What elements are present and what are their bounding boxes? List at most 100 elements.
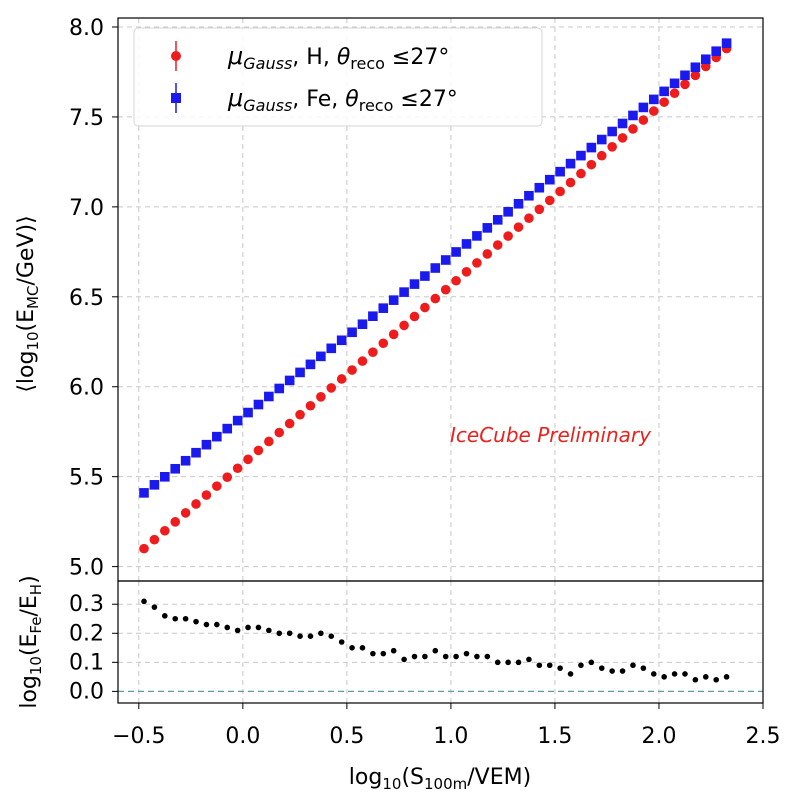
- residual-point-16: [307, 633, 314, 639]
- point-fe-34: [492, 215, 503, 225]
- residual-point-46: [619, 668, 626, 674]
- point-h-43: [586, 159, 597, 170]
- main-y-tick-label-4: 7.0: [69, 196, 104, 221]
- residual-y-tick-label-1: 0.1: [69, 650, 104, 675]
- point-h-37: [524, 213, 534, 224]
- point-h-39: [544, 195, 555, 206]
- point-fe-35: [503, 207, 513, 217]
- point-fe-53: [690, 62, 701, 73]
- point-h-35: [503, 231, 513, 241]
- residual-point-8: [224, 624, 231, 631]
- residual-point-17: [318, 630, 324, 637]
- main-y-tick-label-3: 6.5: [69, 286, 104, 311]
- point-h-27: [420, 302, 430, 313]
- point-h-33: [482, 249, 493, 259]
- residual-point-26: [411, 653, 418, 660]
- residual-point-13: [276, 630, 283, 637]
- point-fe-5: [191, 447, 201, 458]
- x-axis-label: log10(S100m/VEM): [349, 765, 531, 793]
- residual-point-44: [598, 665, 605, 671]
- point-h-7: [212, 481, 222, 491]
- residual-panel: 0.0 0.1 0.2 0.3 −0.5 0.0 0.5 1.0 1.5 2.0 2.5 log1…: [17, 575, 781, 793]
- point-fe-15: [295, 367, 305, 378]
- point-h-20: [347, 365, 357, 375]
- point-h-10: [243, 454, 253, 465]
- point-fe-33: [482, 223, 493, 233]
- point-fe-0: [139, 488, 149, 498]
- point-fe-16: [305, 359, 316, 370]
- residual-point-9: [234, 627, 241, 634]
- residual-point-33: [484, 653, 491, 660]
- residual-point-30: [453, 653, 459, 660]
- point-fe-49: [648, 94, 659, 105]
- point-fe-2: [160, 472, 170, 482]
- point-h-49: [648, 106, 659, 116]
- point-fe-40: [555, 166, 565, 177]
- point-fe-29: [440, 255, 451, 265]
- point-h-17: [316, 392, 326, 402]
- main-y-tick-label-0: 5.0: [69, 556, 104, 581]
- point-h-48: [638, 115, 649, 125]
- residual-point-15: [297, 633, 303, 639]
- point-h-30: [451, 275, 461, 286]
- point-fe-45: [607, 126, 617, 137]
- point-h-46: [617, 133, 628, 143]
- main-panel: 5.0 5.5 6.0 6.5 7.0 7.5 8.0 IceCube Preliminar…: [14, 16, 763, 581]
- residual-point-49: [650, 671, 657, 677]
- residual-point-35: [505, 659, 511, 666]
- point-fe-51: [669, 78, 680, 89]
- x-tick-label-0: −0.5: [112, 724, 165, 749]
- residual-point-54: [702, 674, 709, 680]
- legend-label-fe: μGauss, Fe, θreco ≤27°: [227, 84, 458, 115]
- point-h-15: [295, 409, 305, 420]
- residual-point-24: [390, 647, 397, 654]
- residual-point-18: [328, 633, 335, 639]
- residual-point-51: [671, 671, 678, 677]
- point-h-14: [284, 418, 295, 429]
- point-fe-42: [576, 150, 586, 161]
- residual-point-34: [494, 659, 501, 666]
- point-fe-26: [409, 279, 420, 289]
- main-points: [139, 38, 732, 554]
- point-h-6: [201, 490, 212, 500]
- point-h-21: [357, 356, 368, 366]
- point-h-34: [492, 240, 503, 250]
- point-h-8: [222, 472, 233, 482]
- residual-frame: [117, 580, 764, 704]
- point-h-53: [690, 70, 701, 81]
- residual-point-53: [692, 676, 699, 683]
- point-h-26: [409, 311, 420, 322]
- residual-point-20: [349, 645, 355, 651]
- residual-point-43: [588, 659, 595, 666]
- residual-point-40: [557, 665, 563, 671]
- point-h-41: [565, 177, 576, 188]
- point-h-32: [472, 258, 482, 268]
- point-h-42: [576, 168, 586, 179]
- point-h-2: [160, 525, 170, 536]
- residual-point-32: [474, 653, 480, 660]
- point-fe-6: [201, 439, 212, 450]
- point-h-19: [336, 374, 347, 384]
- point-fe-19: [336, 335, 347, 346]
- point-h-36: [513, 222, 524, 232]
- residual-point-14: [286, 630, 293, 637]
- point-h-4: [180, 508, 191, 518]
- residual-point-27: [422, 653, 428, 660]
- point-h-23: [378, 338, 389, 349]
- x-ticks: −0.5 0.0 0.5 1.0 1.5 2.0 2.5: [112, 703, 781, 749]
- residual-y-axis-label: log10(EFe/EH): [17, 575, 45, 708]
- point-fe-48: [638, 102, 649, 113]
- main-y-axis-label: ⟨log10(EMC/GeV)⟩: [14, 215, 42, 392]
- point-h-9: [232, 463, 243, 474]
- point-fe-44: [596, 134, 607, 145]
- legend-box: [133, 27, 543, 127]
- point-fe-1: [149, 480, 160, 490]
- point-fe-31: [461, 239, 472, 249]
- residual-point-10: [245, 624, 251, 631]
- point-fe-11: [253, 399, 264, 410]
- point-h-44: [596, 150, 607, 161]
- point-fe-39: [544, 174, 555, 185]
- residual-point-45: [609, 668, 615, 674]
- residual-point-42: [578, 662, 584, 669]
- residual-point-47: [630, 662, 636, 669]
